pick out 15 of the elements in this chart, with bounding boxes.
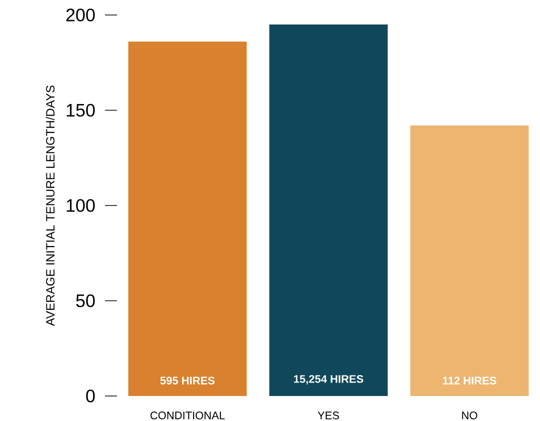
y-tick-label: 0 [86, 390, 95, 402]
y-tick-label: 100 [66, 199, 95, 212]
y-tick-label: 50 [76, 294, 95, 308]
x-tick-label: YES [318, 412, 339, 420]
y-tick-label: 200 [66, 8, 95, 22]
y-tick-label: 150 [66, 104, 95, 117]
bar [128, 42, 247, 396]
annotation: 15,254 HIRES [294, 375, 364, 384]
x-tick-label: NO [462, 412, 478, 420]
annotation: 595 HIRES [160, 376, 215, 384]
annotation: 112 HIRES [442, 376, 496, 384]
y-axis-title: AVERAGE INITIAL TENURE LENGTH/DAYS [46, 86, 55, 326]
bar [410, 125, 529, 396]
x-tick-label: CONDITIONAL [150, 412, 225, 420]
bar [269, 24, 388, 396]
